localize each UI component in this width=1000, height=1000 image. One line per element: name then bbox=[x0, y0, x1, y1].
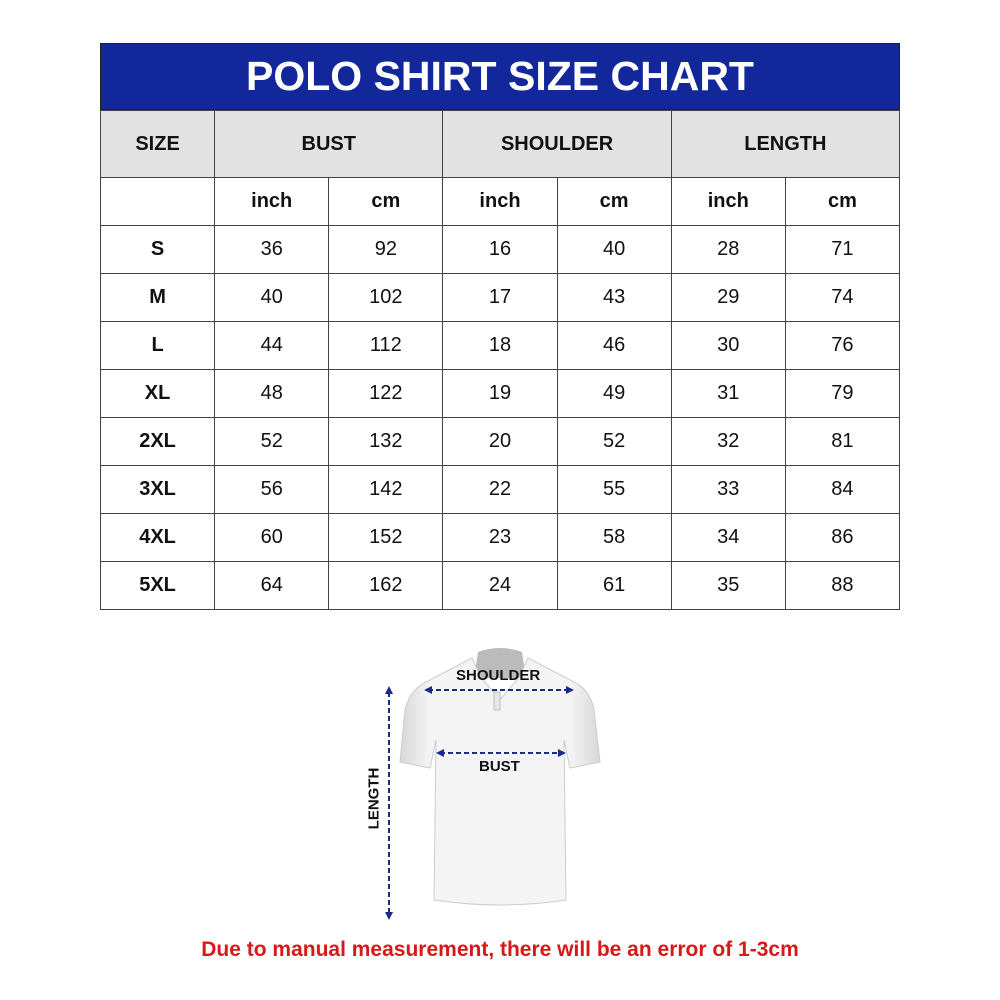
value-cell: 162 bbox=[328, 561, 444, 610]
size-cell: 4XL bbox=[99, 513, 216, 562]
table-row: M 40 102 17 43 29 74 bbox=[99, 273, 901, 322]
value-cell: 20 bbox=[442, 417, 558, 466]
value-cell: 71 bbox=[784, 225, 901, 274]
measurement-note: Due to manual measurement, there will be… bbox=[201, 938, 799, 961]
value-cell: 56 bbox=[214, 465, 330, 514]
value-cell: 74 bbox=[784, 273, 901, 322]
value-cell: 122 bbox=[328, 369, 444, 418]
value-cell: 79 bbox=[784, 369, 901, 418]
value-cell: 88 bbox=[784, 561, 901, 610]
value-cell: 40 bbox=[214, 273, 330, 322]
page-title: POLO SHIRT SIZE CHART bbox=[100, 43, 900, 110]
shoulder-label: SHOULDER bbox=[456, 667, 541, 684]
unit-cell: inch bbox=[670, 177, 786, 226]
size-cell: S bbox=[99, 225, 216, 274]
value-cell: 142 bbox=[328, 465, 444, 514]
value-cell: 40 bbox=[556, 225, 672, 274]
unit-cell: cm bbox=[328, 177, 444, 226]
table-row: 4XL 60 152 23 58 34 86 bbox=[99, 513, 901, 562]
unit-cell: cm bbox=[556, 177, 672, 226]
value-cell: 30 bbox=[670, 321, 786, 370]
value-cell: 86 bbox=[784, 513, 901, 562]
unit-row: inch cm inch cm inch cm bbox=[99, 177, 901, 226]
value-cell: 31 bbox=[670, 369, 786, 418]
table-row: S 36 92 16 40 28 71 bbox=[99, 225, 901, 274]
unit-cell: inch bbox=[442, 177, 558, 226]
polo-shirt-icon bbox=[385, 648, 601, 920]
header-length: LENGTH bbox=[670, 110, 901, 178]
size-cell: L bbox=[99, 321, 216, 370]
table-row: 5XL 64 162 24 61 35 88 bbox=[99, 561, 901, 610]
value-cell: 34 bbox=[670, 513, 786, 562]
size-cell: 2XL bbox=[99, 417, 216, 466]
unit-cell: cm bbox=[784, 177, 901, 226]
header-size: SIZE bbox=[99, 110, 216, 178]
unit-cell: inch bbox=[214, 177, 330, 226]
value-cell: 48 bbox=[214, 369, 330, 418]
value-cell: 32 bbox=[670, 417, 786, 466]
value-cell: 81 bbox=[784, 417, 901, 466]
header-bust: BUST bbox=[214, 110, 444, 178]
value-cell: 58 bbox=[556, 513, 672, 562]
value-cell: 52 bbox=[556, 417, 672, 466]
value-cell: 60 bbox=[214, 513, 330, 562]
value-cell: 18 bbox=[442, 321, 558, 370]
shirt-diagram: SHOULDER BUST LENGTH bbox=[360, 640, 620, 940]
value-cell: 22 bbox=[442, 465, 558, 514]
size-cell: XL bbox=[99, 369, 216, 418]
value-cell: 52 bbox=[214, 417, 330, 466]
value-cell: 49 bbox=[556, 369, 672, 418]
value-cell: 44 bbox=[214, 321, 330, 370]
length-label: LENGTH bbox=[365, 767, 383, 830]
value-cell: 28 bbox=[670, 225, 786, 274]
value-cell: 132 bbox=[328, 417, 444, 466]
unit-blank bbox=[99, 177, 216, 226]
value-cell: 55 bbox=[556, 465, 672, 514]
size-cell: M bbox=[99, 273, 216, 322]
value-cell: 76 bbox=[784, 321, 901, 370]
header-row: SIZE BUST SHOULDER LENGTH bbox=[99, 110, 901, 178]
table-row: 3XL 56 142 22 55 33 84 bbox=[99, 465, 901, 514]
value-cell: 29 bbox=[670, 273, 786, 322]
value-cell: 19 bbox=[442, 369, 558, 418]
value-cell: 61 bbox=[556, 561, 672, 610]
value-cell: 92 bbox=[328, 225, 444, 274]
size-cell: 5XL bbox=[99, 561, 216, 610]
value-cell: 102 bbox=[328, 273, 444, 322]
value-cell: 35 bbox=[670, 561, 786, 610]
value-cell: 84 bbox=[784, 465, 901, 514]
table-row: L 44 112 18 46 30 76 bbox=[99, 321, 901, 370]
value-cell: 24 bbox=[442, 561, 558, 610]
value-cell: 43 bbox=[556, 273, 672, 322]
value-cell: 152 bbox=[328, 513, 444, 562]
table-row: 2XL 52 132 20 52 32 81 bbox=[99, 417, 901, 466]
table-row: XL 48 122 19 49 31 79 bbox=[99, 369, 901, 418]
value-cell: 46 bbox=[556, 321, 672, 370]
size-cell: 3XL bbox=[99, 465, 216, 514]
value-cell: 64 bbox=[214, 561, 330, 610]
value-cell: 23 bbox=[442, 513, 558, 562]
value-cell: 33 bbox=[670, 465, 786, 514]
header-shoulder: SHOULDER bbox=[442, 110, 672, 178]
value-cell: 16 bbox=[442, 225, 558, 274]
value-cell: 112 bbox=[328, 321, 444, 370]
bust-label: BUST bbox=[479, 758, 520, 775]
value-cell: 17 bbox=[442, 273, 558, 322]
size-table: SIZE BUST SHOULDER LENGTH inch cm inch c… bbox=[99, 110, 901, 610]
value-cell: 36 bbox=[214, 225, 330, 274]
